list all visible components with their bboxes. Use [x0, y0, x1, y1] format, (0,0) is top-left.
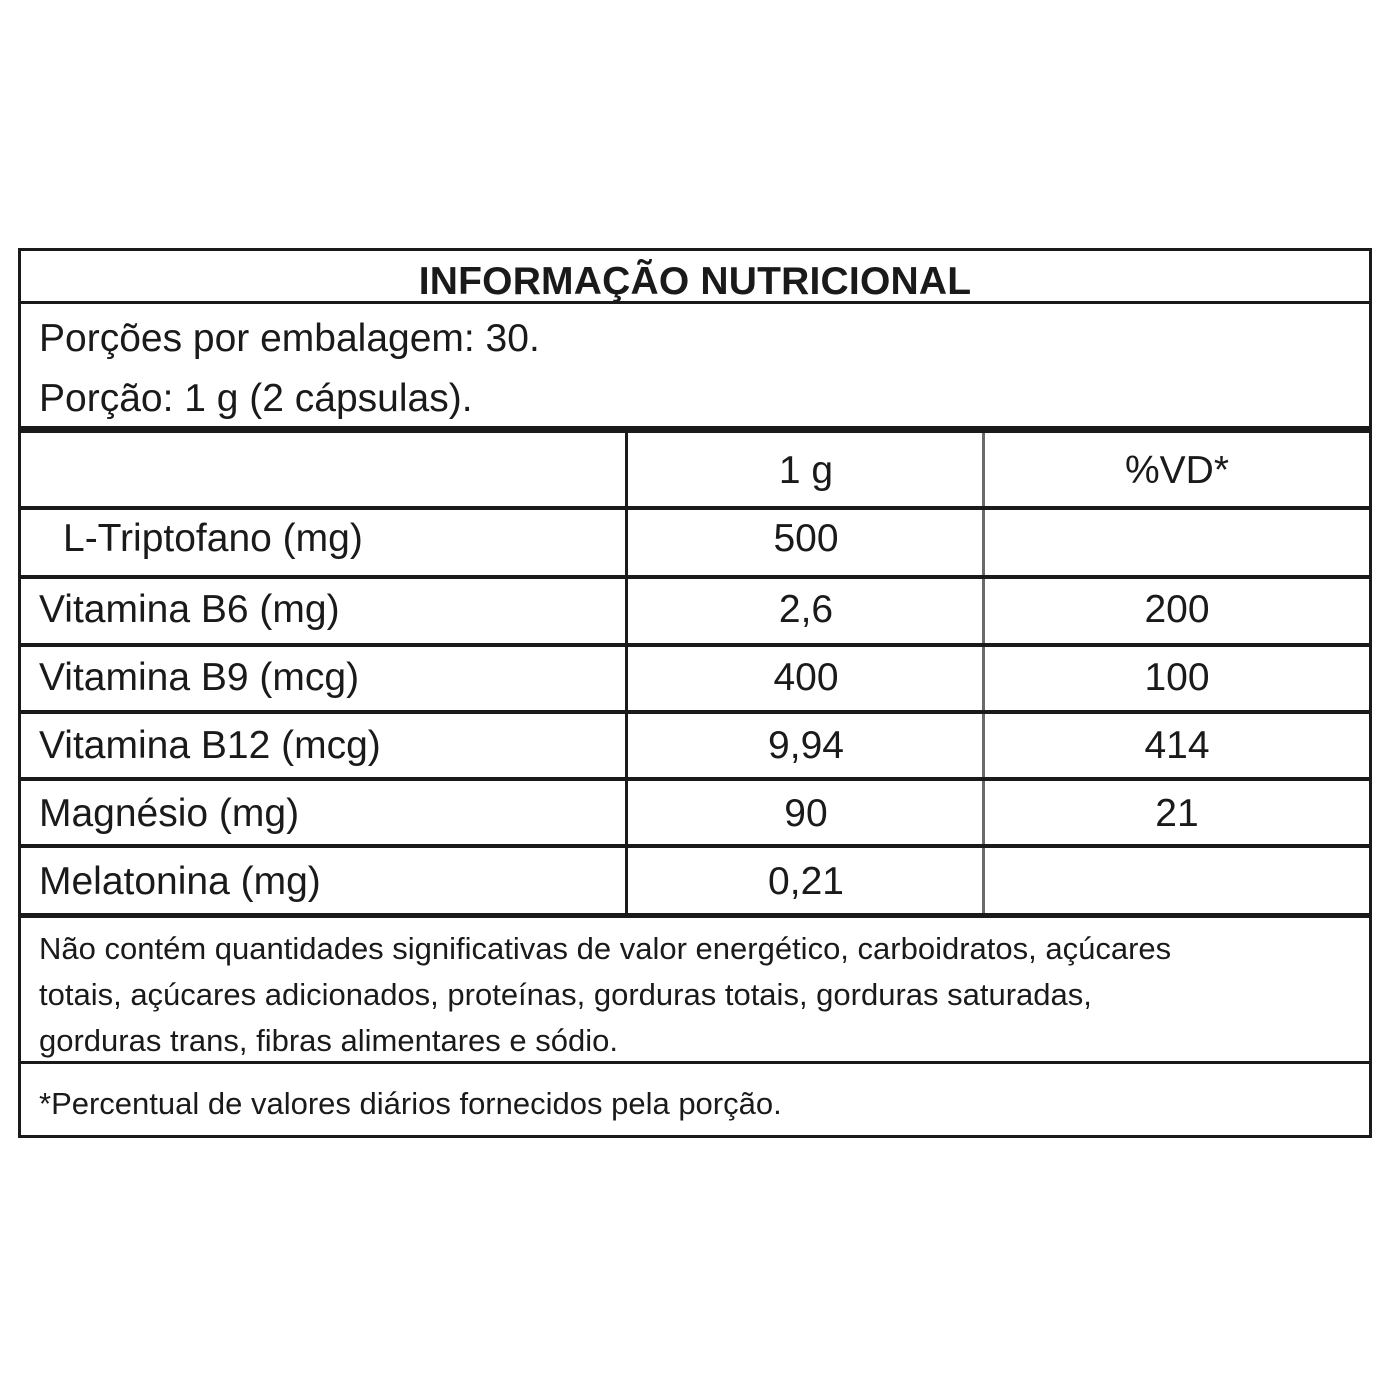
row-divider — [21, 506, 1369, 510]
nutrient-amount: 400 — [773, 656, 839, 699]
column-header-dv: %VD* — [1124, 449, 1230, 492]
column-header-amount: 1 g — [778, 449, 834, 492]
column-divider-2 — [982, 433, 985, 917]
row-divider — [21, 844, 1369, 848]
nutrient-dv: 100 — [1144, 656, 1210, 699]
nutrient-name: L-Triptofano (mg) — [63, 517, 363, 560]
row-divider — [21, 643, 1369, 647]
nutrient-name: Magnésio (mg) — [39, 792, 300, 835]
nutrient-dv: 200 — [1144, 588, 1210, 631]
row-divider — [21, 913, 1369, 918]
nutrient-amount: 9,94 — [768, 724, 844, 767]
nutrient-amount: 0,21 — [768, 860, 844, 903]
row-divider — [21, 575, 1369, 579]
nutrient-name: Melatonina (mg) — [39, 860, 321, 903]
footnote: *Percentual de valores diários fornecido… — [39, 1086, 782, 1121]
nutrient-amount: 90 — [784, 792, 828, 835]
notice-line: totais, açúcares adicionados, proteínas,… — [39, 977, 1092, 1012]
nutrient-dv: 21 — [1155, 792, 1199, 835]
nutrition-facts-table: INFORMAÇÃO NUTRICIONAL Porções por embal… — [18, 248, 1372, 1138]
column-divider-1 — [625, 433, 628, 917]
nutrient-name: Vitamina B6 (mg) — [39, 588, 340, 631]
nutrient-amount: 2,6 — [778, 588, 834, 631]
nutrient-dv: 414 — [1144, 724, 1210, 767]
nutrient-name: Vitamina B12 (mcg) — [39, 724, 381, 767]
notice-line: gorduras trans, fibras alimentares e sód… — [39, 1023, 618, 1058]
notice-line: Não contém quantidades significativas de… — [39, 931, 1172, 966]
row-divider — [21, 777, 1369, 781]
nutrient-name: Vitamina B9 (mcg) — [39, 656, 360, 699]
servings-per-package: Porções por embalagem: 30. — [39, 317, 540, 360]
row-divider — [21, 1061, 1369, 1064]
table-title: INFORMAÇÃO NUTRICIONAL — [21, 251, 1369, 304]
row-divider — [21, 710, 1369, 714]
serving-size: Porção: 1 g (2 cápsulas). — [39, 377, 473, 420]
thick-divider — [21, 426, 1369, 433]
nutrient-amount: 500 — [773, 517, 839, 560]
